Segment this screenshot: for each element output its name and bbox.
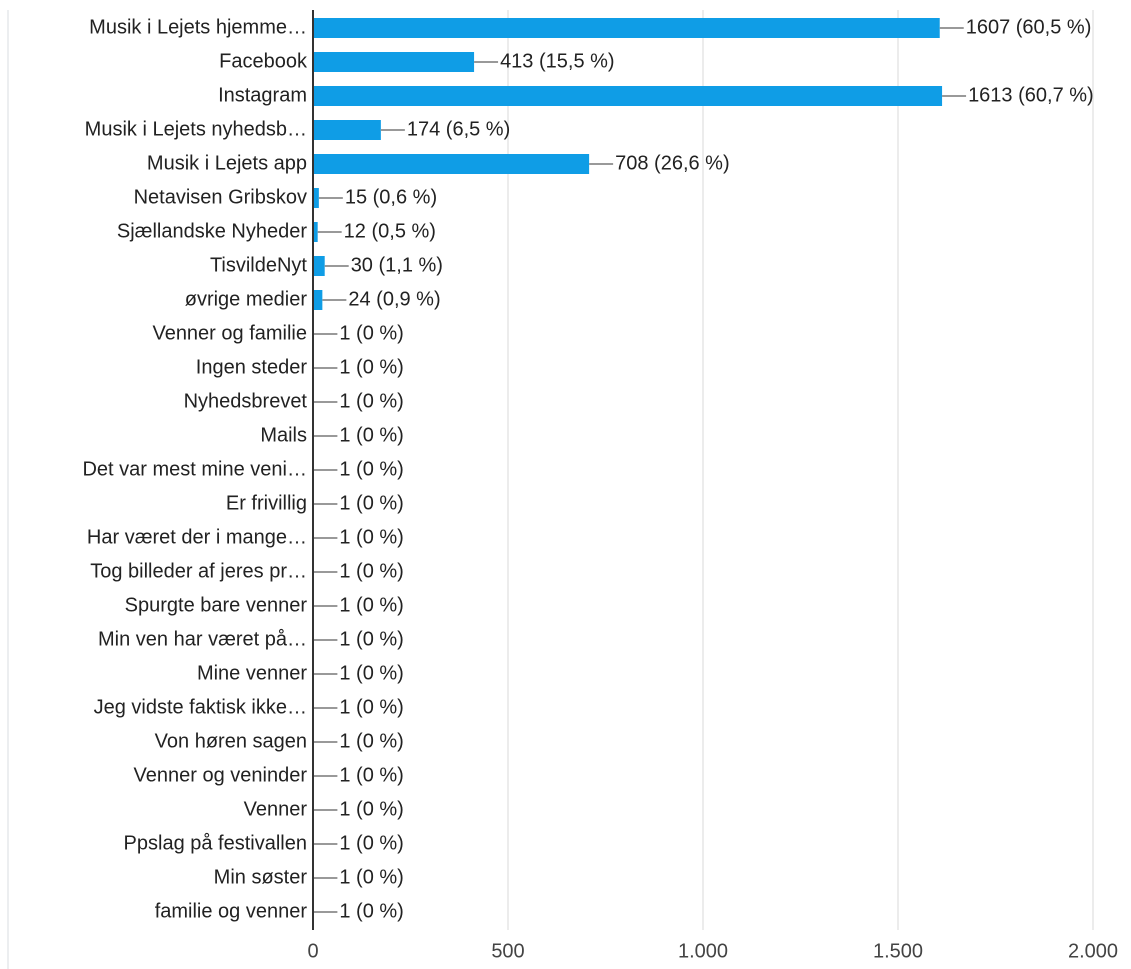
y-tick-label: familie og venner [155, 900, 308, 922]
value-label: 1 (0 %) [339, 424, 403, 446]
value-label: 1 (0 %) [339, 628, 403, 650]
value-label: 1 (0 %) [339, 832, 403, 854]
value-label: 1 (0 %) [339, 900, 403, 922]
bar [313, 86, 943, 106]
y-tick-label: Netavisen Gribskov [134, 186, 307, 208]
y-tick-label: Har været der i mange… [87, 526, 307, 548]
value-label: 1607 (60,5 %) [966, 16, 1092, 38]
y-tick-label: Jeg vidste faktisk ikke… [94, 696, 307, 718]
y-tick-label: Spurgte bare venner [125, 594, 308, 616]
value-label: 174 (6,5 %) [407, 118, 510, 140]
value-label: 1 (0 %) [339, 594, 403, 616]
y-tick-label: Mine venner [197, 662, 307, 684]
value-label: 1 (0 %) [339, 764, 403, 786]
y-tick-label: Musik i Lejets nyhedsb… [85, 118, 307, 140]
value-label: 1 (0 %) [339, 492, 403, 514]
value-label: 1 (0 %) [339, 662, 403, 684]
value-label: 1 (0 %) [339, 866, 403, 888]
y-tick-label: Mails [260, 424, 307, 446]
value-label: 413 (15,5 %) [500, 50, 615, 72]
bar [313, 52, 475, 72]
value-label: 708 (26,6 %) [615, 152, 730, 174]
bar [313, 290, 323, 310]
y-tick-label: Ppslag på festivallen [124, 832, 307, 854]
value-label: 1 (0 %) [339, 798, 403, 820]
value-label: 12 (0,5 %) [344, 220, 436, 242]
bar [313, 256, 325, 276]
y-tick-label: Musik i Lejets hjemme… [89, 16, 307, 38]
bar [313, 120, 381, 140]
value-label: 1613 (60,7 %) [968, 84, 1094, 106]
y-tick-label: Instagram [218, 84, 307, 106]
value-label: 15 (0,6 %) [345, 186, 437, 208]
y-tick-label: Venner og veninder [134, 764, 308, 786]
value-label: 1 (0 %) [339, 696, 403, 718]
y-tick-label: Min ven har været på… [98, 628, 307, 650]
y-tick-label: Nyhedsbrevet [184, 390, 308, 412]
x-tick-label: 1.500 [873, 940, 923, 962]
value-label: 24 (0,9 %) [348, 288, 440, 310]
value-label: 1 (0 %) [339, 458, 403, 480]
value-label: 30 (1,1 %) [351, 254, 443, 276]
value-label: 1 (0 %) [339, 356, 403, 378]
bar [313, 18, 940, 38]
y-tick-label: Sjællandske Nyheder [117, 220, 307, 242]
value-label: 1 (0 %) [339, 322, 403, 344]
value-label: 1 (0 %) [339, 390, 403, 412]
y-tick-label: Ingen steder [196, 356, 308, 378]
bar [313, 154, 590, 174]
y-tick-label: Von høren sagen [155, 730, 307, 752]
x-tick-label: 0 [307, 940, 318, 962]
x-tick-label: 500 [491, 940, 524, 962]
y-tick-label: Tog billeder af jeres pr… [90, 560, 307, 582]
bar [313, 222, 318, 242]
y-tick-label: Venner og familie [152, 322, 307, 344]
y-tick-label: Er frivillig [226, 492, 307, 514]
y-tick-label: Det var mest mine veni… [82, 458, 307, 480]
value-label: 1 (0 %) [339, 526, 403, 548]
y-tick-label: Musik i Lejets app [147, 152, 307, 174]
y-tick-label: Venner [244, 798, 308, 820]
value-label: 1 (0 %) [339, 730, 403, 752]
value-label: 1 (0 %) [339, 560, 403, 582]
x-tick-label: 2.000 [1068, 940, 1118, 962]
bar [313, 188, 319, 208]
x-tick-label: 1.000 [678, 940, 728, 962]
y-tick-label: Facebook [219, 50, 308, 72]
y-tick-label: TisvildeNyt [210, 254, 307, 276]
y-tick-label: øvrige medier [185, 288, 308, 310]
y-tick-label: Min søster [214, 866, 308, 888]
